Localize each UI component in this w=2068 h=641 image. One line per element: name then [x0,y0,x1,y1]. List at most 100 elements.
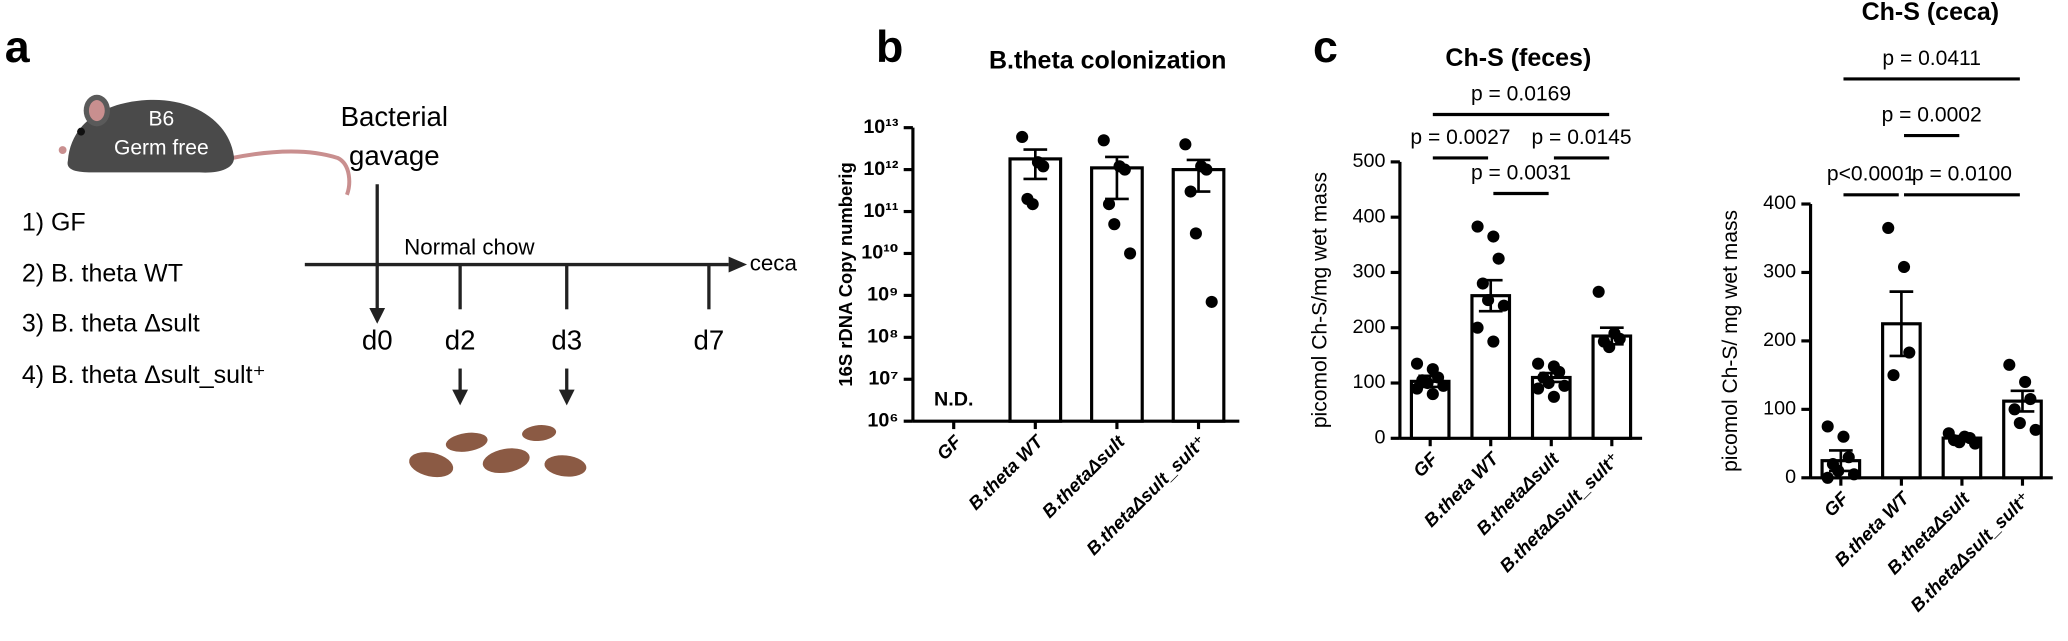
feces-icon [409,425,587,478]
data-point [1592,285,1605,298]
data-point [1026,198,1039,211]
y-tick-label: 10¹² [863,158,899,180]
data-point [1847,468,1861,481]
data-point [1897,260,1911,274]
group-label: 3) B. theta Δsult [22,310,200,338]
y-axis-label: picomol Ch-S/mg wet mass [1308,172,1331,428]
data-point [2013,416,2026,430]
data-point [1200,163,1213,176]
y-tick-label: 400 [1763,192,1796,214]
p-value: p = 0.0002 [1882,103,1982,126]
p-value: p = 0.0031 [1471,161,1571,184]
data-point [1410,357,1424,370]
y-tick-label: 300 [1763,261,1796,283]
y-tick-label: 200 [1352,316,1385,338]
data-point [1421,376,1434,390]
p-value: p = 0.0145 [1532,126,1632,149]
group-label: 4) B. theta Δsult_sult⁺ [22,361,266,389]
x-tick-label: B.theta WT [964,430,1048,514]
bar [1090,166,1144,423]
y-tick-label: 10⁷ [868,367,898,389]
data-point [1532,357,1545,370]
gavage-label: gavage [349,140,440,171]
data-point [1118,163,1131,176]
bar [1591,334,1633,440]
diet-label: Normal chow [404,235,535,260]
x-tick-label: GF [1819,487,1852,520]
x-tick-label: B.thetaΔsult_sult⁺ [1906,488,2034,616]
data-point [1487,230,1500,243]
data-point [1410,382,1424,395]
data-point [1184,185,1197,198]
chart-title: Ch-S (feces) [1445,44,1591,72]
y-tick-label: 0 [1374,427,1385,449]
y-tick-label: 10¹⁰ [861,242,898,264]
data-point [1037,160,1050,173]
day-label: d2 [445,325,476,356]
data-point [1832,464,1845,477]
y-tick-label: 300 [1352,261,1385,283]
panel-label: b [876,22,903,72]
p-value: p = 0.0100 [1912,163,2012,186]
data-point [2008,403,2021,416]
data-point [1903,346,1916,359]
data-point [1487,335,1500,348]
y-tick-label: 0 [1785,466,1796,488]
data-point [1437,379,1450,392]
y-axis-label: 16S rDNA Copy numberig [835,162,856,386]
data-point [1821,471,1834,484]
y-tick-label: 10⁹ [867,284,898,306]
y-axis-label: picomol Ch-S/ mg wet mass [1719,210,1742,472]
data-point [1189,227,1202,240]
nd-label: N.D. [934,388,973,410]
p-value: p = 0.0411 [1882,47,1981,70]
y-tick-label: 100 [1763,398,1796,420]
x-tick-label: GF [932,430,965,463]
data-point [1532,382,1545,395]
end-label: ceca [750,250,798,275]
y-tick-label: 100 [1352,371,1385,393]
p-value: p<0.0001 [1827,163,1915,186]
mouse-label: Germ free [114,136,209,159]
panel-label: c [1313,22,1338,72]
data-point [1882,221,1895,235]
bar [1008,157,1063,423]
data-point [1497,299,1510,312]
data-point [1969,437,1982,450]
group-label: 1) GF [22,208,86,236]
y-tick-label: 500 [1352,150,1385,172]
y-tick-label: 10¹³ [863,116,899,138]
x-tick-label: GF [1409,448,1442,481]
x-tick-label: B.thetaΔsult_sult⁺ [1495,448,1623,576]
data-point [1553,365,1566,379]
day-label: d3 [551,325,582,356]
data-point [1558,379,1571,392]
p-value: p = 0.0027 [1410,126,1510,149]
x-tick-label: B.thetaΔsult [1038,430,1129,521]
data-point [1205,295,1218,308]
day-label: d7 [694,325,725,356]
group-label: 2) B. theta WT [22,260,183,288]
data-point [2029,423,2042,436]
data-point [2024,393,2037,406]
data-point [1097,134,1110,147]
data-point [1108,218,1121,231]
data-point [1179,138,1192,151]
data-point [1953,436,1966,449]
day-label: d0 [362,325,393,356]
data-point [1124,247,1137,260]
bar [1171,168,1226,423]
data-point [1542,376,1555,390]
y-tick-label: 10¹¹ [863,200,898,222]
bar [1470,294,1512,440]
data-point [2019,375,2032,389]
data-point [1016,130,1029,144]
data-point [1471,220,1484,233]
timeline [304,184,748,406]
data-point [1482,294,1495,307]
y-tick-label: 400 [1352,205,1385,227]
data-point [1492,252,1505,265]
data-point [1102,198,1116,211]
data-point [2003,358,2016,371]
data-point [1547,390,1560,403]
